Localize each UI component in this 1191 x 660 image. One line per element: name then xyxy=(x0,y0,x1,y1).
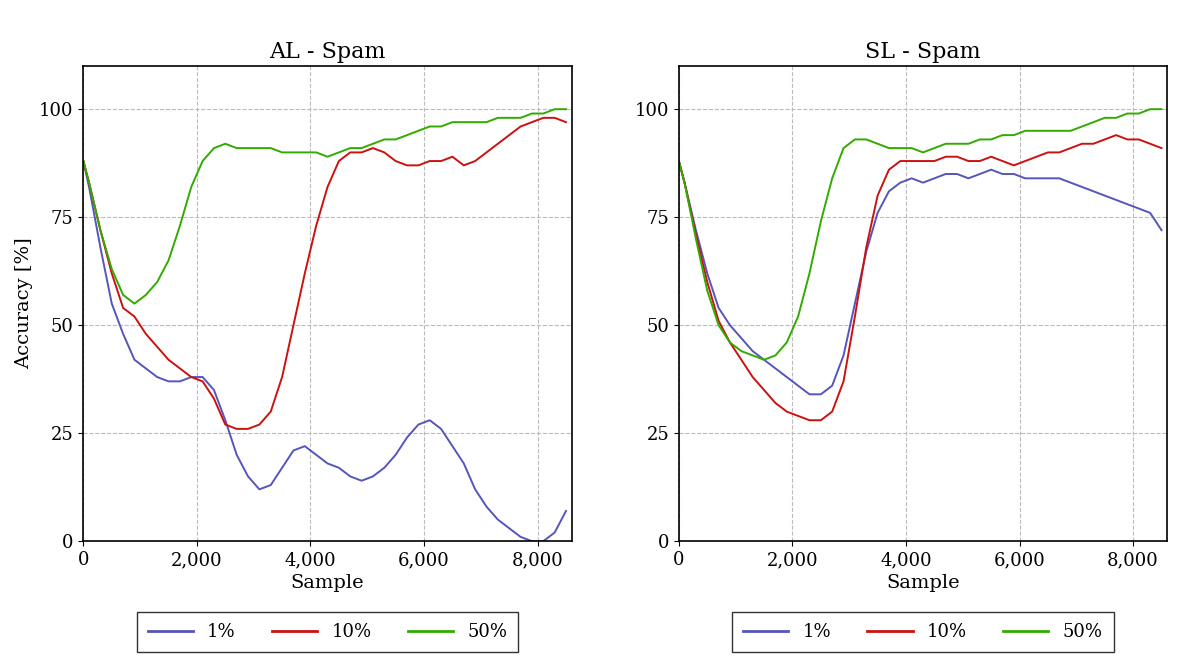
Title: SL - Spam: SL - Spam xyxy=(865,41,981,63)
Legend: 1%, 10%, 50%: 1%, 10%, 50% xyxy=(137,612,518,651)
Title: AL - Spam: AL - Spam xyxy=(269,41,386,63)
Y-axis label: Accuracy [%]: Accuracy [%] xyxy=(15,238,33,370)
X-axis label: Sample: Sample xyxy=(291,574,364,593)
X-axis label: Sample: Sample xyxy=(886,574,960,593)
Legend: 1%, 10%, 50%: 1%, 10%, 50% xyxy=(732,612,1114,651)
